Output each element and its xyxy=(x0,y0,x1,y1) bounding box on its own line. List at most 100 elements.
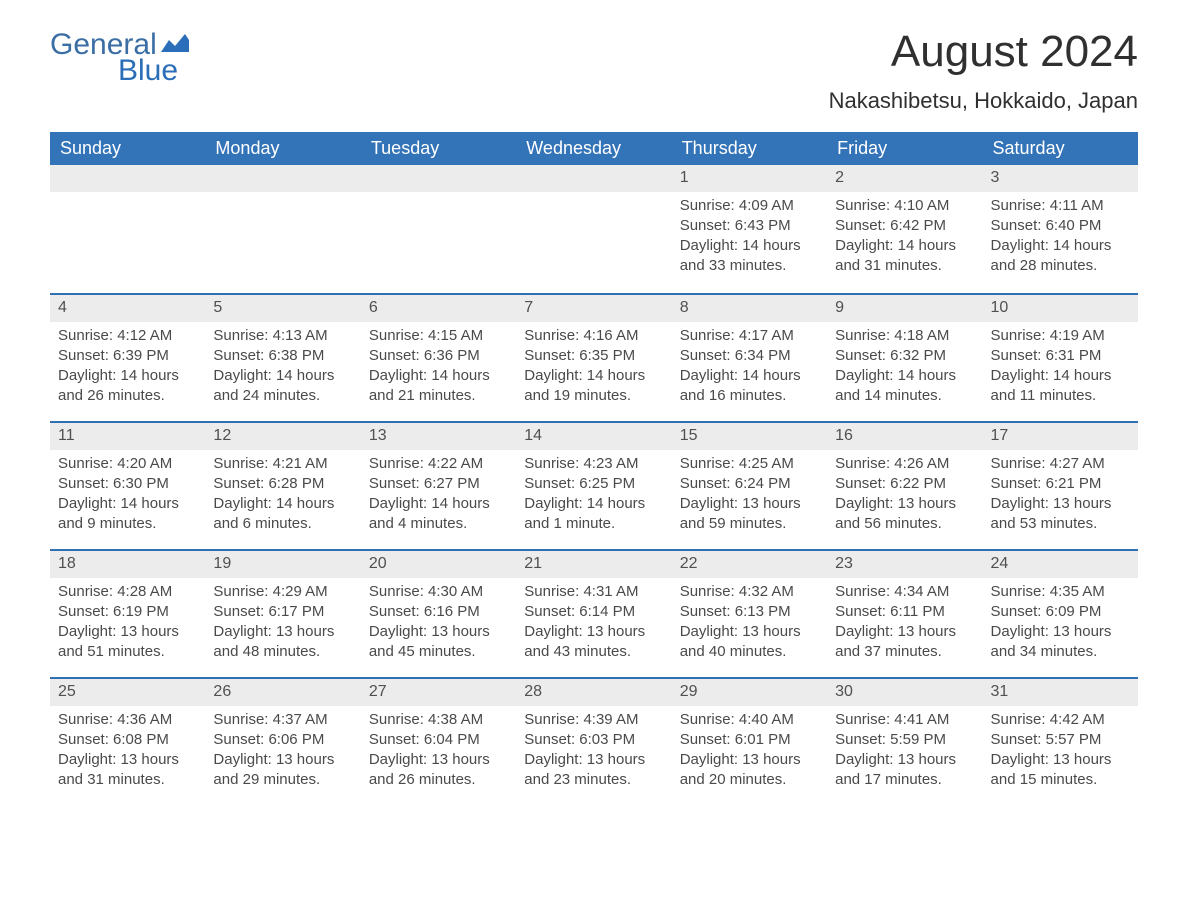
calendar-cell: 9Sunrise: 4:18 AMSunset: 6:32 PMDaylight… xyxy=(827,293,982,421)
day-content: Sunrise: 4:29 AMSunset: 6:17 PMDaylight:… xyxy=(205,578,360,671)
daylight-line: Daylight: 13 hours and 43 minutes. xyxy=(524,622,663,663)
calendar-cell: 15Sunrise: 4:25 AMSunset: 6:24 PMDayligh… xyxy=(672,421,827,549)
sunset-line: Sunset: 6:21 PM xyxy=(991,474,1130,494)
daylight-line: Daylight: 13 hours and 53 minutes. xyxy=(991,494,1130,535)
day-content: Sunrise: 4:20 AMSunset: 6:30 PMDaylight:… xyxy=(50,450,205,543)
day-number: 19 xyxy=(205,549,360,578)
calendar-cell: 10Sunrise: 4:19 AMSunset: 6:31 PMDayligh… xyxy=(983,293,1138,421)
calendar-cell: 6Sunrise: 4:15 AMSunset: 6:36 PMDaylight… xyxy=(361,293,516,421)
header: General Blue August 2024 Nakashibetsu, H… xyxy=(50,30,1138,114)
day-number: 22 xyxy=(672,549,827,578)
day-number: 20 xyxy=(361,549,516,578)
day-number: 21 xyxy=(516,549,671,578)
day-content: Sunrise: 4:27 AMSunset: 6:21 PMDaylight:… xyxy=(983,450,1138,543)
day-number: 1 xyxy=(672,165,827,192)
sunset-line: Sunset: 6:39 PM xyxy=(58,346,197,366)
daylight-line: Daylight: 14 hours and 11 minutes. xyxy=(991,366,1130,407)
sunset-line: Sunset: 5:59 PM xyxy=(835,730,974,750)
calendar-week: 11Sunrise: 4:20 AMSunset: 6:30 PMDayligh… xyxy=(50,421,1138,549)
sunrise-line: Sunrise: 4:42 AM xyxy=(991,710,1130,730)
sunset-line: Sunset: 6:16 PM xyxy=(369,602,508,622)
daylight-line: Daylight: 13 hours and 37 minutes. xyxy=(835,622,974,663)
day-number: 29 xyxy=(672,677,827,706)
sunset-line: Sunset: 6:04 PM xyxy=(369,730,508,750)
day-number: 2 xyxy=(827,165,982,192)
calendar-cell: 22Sunrise: 4:32 AMSunset: 6:13 PMDayligh… xyxy=(672,549,827,677)
day-number: 13 xyxy=(361,421,516,450)
sunset-line: Sunset: 6:28 PM xyxy=(213,474,352,494)
day-number: 25 xyxy=(50,677,205,706)
sunrise-line: Sunrise: 4:15 AM xyxy=(369,326,508,346)
daylight-line: Daylight: 14 hours and 33 minutes. xyxy=(680,236,819,277)
day-content: Sunrise: 4:34 AMSunset: 6:11 PMDaylight:… xyxy=(827,578,982,671)
sunset-line: Sunset: 6:09 PM xyxy=(991,602,1130,622)
daylight-line: Daylight: 13 hours and 20 minutes. xyxy=(680,750,819,791)
day-number: 7 xyxy=(516,293,671,322)
sunrise-line: Sunrise: 4:10 AM xyxy=(835,196,974,216)
day-content: Sunrise: 4:15 AMSunset: 6:36 PMDaylight:… xyxy=(361,322,516,415)
calendar-cell: 4Sunrise: 4:12 AMSunset: 6:39 PMDaylight… xyxy=(50,293,205,421)
sunset-line: Sunset: 6:13 PM xyxy=(680,602,819,622)
empty-day xyxy=(50,165,205,192)
day-number: 16 xyxy=(827,421,982,450)
sunrise-line: Sunrise: 4:31 AM xyxy=(524,582,663,602)
calendar-cell: 26Sunrise: 4:37 AMSunset: 6:06 PMDayligh… xyxy=(205,677,360,805)
day-number: 10 xyxy=(983,293,1138,322)
sunrise-line: Sunrise: 4:38 AM xyxy=(369,710,508,730)
calendar-cell: 11Sunrise: 4:20 AMSunset: 6:30 PMDayligh… xyxy=(50,421,205,549)
day-content: Sunrise: 4:12 AMSunset: 6:39 PMDaylight:… xyxy=(50,322,205,415)
day-content: Sunrise: 4:28 AMSunset: 6:19 PMDaylight:… xyxy=(50,578,205,671)
calendar-cell: 24Sunrise: 4:35 AMSunset: 6:09 PMDayligh… xyxy=(983,549,1138,677)
day-header: Wednesday xyxy=(516,132,671,165)
day-content: Sunrise: 4:31 AMSunset: 6:14 PMDaylight:… xyxy=(516,578,671,671)
sunset-line: Sunset: 6:06 PM xyxy=(213,730,352,750)
calendar-cell: 18Sunrise: 4:28 AMSunset: 6:19 PMDayligh… xyxy=(50,549,205,677)
day-content: Sunrise: 4:13 AMSunset: 6:38 PMDaylight:… xyxy=(205,322,360,415)
sunrise-line: Sunrise: 4:22 AM xyxy=(369,454,508,474)
daylight-line: Daylight: 13 hours and 23 minutes. xyxy=(524,750,663,791)
sunrise-line: Sunrise: 4:41 AM xyxy=(835,710,974,730)
sunrise-line: Sunrise: 4:19 AM xyxy=(991,326,1130,346)
day-number: 6 xyxy=(361,293,516,322)
day-number: 17 xyxy=(983,421,1138,450)
sunrise-line: Sunrise: 4:17 AM xyxy=(680,326,819,346)
calendar-cell: 28Sunrise: 4:39 AMSunset: 6:03 PMDayligh… xyxy=(516,677,671,805)
calendar-cell: 1Sunrise: 4:09 AMSunset: 6:43 PMDaylight… xyxy=(672,165,827,293)
calendar-cell: 30Sunrise: 4:41 AMSunset: 5:59 PMDayligh… xyxy=(827,677,982,805)
day-content: Sunrise: 4:25 AMSunset: 6:24 PMDaylight:… xyxy=(672,450,827,543)
sunset-line: Sunset: 5:57 PM xyxy=(991,730,1130,750)
sunset-line: Sunset: 6:35 PM xyxy=(524,346,663,366)
calendar-cell: 2Sunrise: 4:10 AMSunset: 6:42 PMDaylight… xyxy=(827,165,982,293)
daylight-line: Daylight: 13 hours and 45 minutes. xyxy=(369,622,508,663)
daylight-line: Daylight: 14 hours and 4 minutes. xyxy=(369,494,508,535)
daylight-line: Daylight: 13 hours and 15 minutes. xyxy=(991,750,1130,791)
logo-word2: Blue xyxy=(118,56,189,86)
sunrise-line: Sunrise: 4:12 AM xyxy=(58,326,197,346)
day-content: Sunrise: 4:19 AMSunset: 6:31 PMDaylight:… xyxy=(983,322,1138,415)
calendar-cell: 3Sunrise: 4:11 AMSunset: 6:40 PMDaylight… xyxy=(983,165,1138,293)
day-content: Sunrise: 4:30 AMSunset: 6:16 PMDaylight:… xyxy=(361,578,516,671)
location: Nakashibetsu, Hokkaido, Japan xyxy=(829,88,1138,114)
sunrise-line: Sunrise: 4:26 AM xyxy=(835,454,974,474)
calendar-cell: 12Sunrise: 4:21 AMSunset: 6:28 PMDayligh… xyxy=(205,421,360,549)
sunset-line: Sunset: 6:32 PM xyxy=(835,346,974,366)
daylight-line: Daylight: 14 hours and 16 minutes. xyxy=(680,366,819,407)
daylight-line: Daylight: 14 hours and 1 minute. xyxy=(524,494,663,535)
sunset-line: Sunset: 6:11 PM xyxy=(835,602,974,622)
daylight-line: Daylight: 13 hours and 17 minutes. xyxy=(835,750,974,791)
day-number: 28 xyxy=(516,677,671,706)
daylight-line: Daylight: 14 hours and 26 minutes. xyxy=(58,366,197,407)
daylight-line: Daylight: 13 hours and 56 minutes. xyxy=(835,494,974,535)
day-content: Sunrise: 4:18 AMSunset: 6:32 PMDaylight:… xyxy=(827,322,982,415)
calendar-cell: 17Sunrise: 4:27 AMSunset: 6:21 PMDayligh… xyxy=(983,421,1138,549)
day-number: 24 xyxy=(983,549,1138,578)
day-number: 15 xyxy=(672,421,827,450)
calendar-cell xyxy=(361,165,516,293)
day-number: 27 xyxy=(361,677,516,706)
sunrise-line: Sunrise: 4:20 AM xyxy=(58,454,197,474)
day-content: Sunrise: 4:39 AMSunset: 6:03 PMDaylight:… xyxy=(516,706,671,799)
sunset-line: Sunset: 6:25 PM xyxy=(524,474,663,494)
sunrise-line: Sunrise: 4:25 AM xyxy=(680,454,819,474)
daylight-line: Daylight: 13 hours and 29 minutes. xyxy=(213,750,352,791)
calendar-week: 1Sunrise: 4:09 AMSunset: 6:43 PMDaylight… xyxy=(50,165,1138,293)
